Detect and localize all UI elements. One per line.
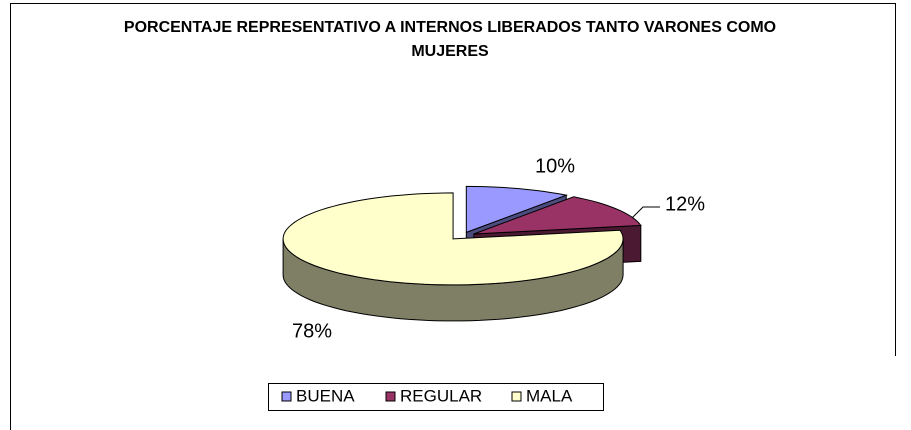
legend-label: REGULAR [400,386,482,405]
legend-swatch [281,391,292,402]
legend-swatch [511,391,522,402]
chart-title: PORCENTAJE REPRESENTATIVO A INTERNOS LIB… [123,19,777,60]
legend-label: MALA [526,386,573,405]
legend: BUENA REGULAR MALA [281,386,573,405]
data-label: 78% [292,320,332,342]
legend-swatch [385,391,396,402]
slice [465,185,569,234]
slice [473,196,642,235]
data-label: 10% [535,155,575,177]
legend-label: BUENA [296,386,355,405]
slice [282,192,624,286]
data-label: 12% [665,193,705,215]
legend-box [268,383,604,411]
chart-border [10,3,896,430]
pie: 10% 12% 78% [282,155,705,342]
leader-line [631,206,660,219]
